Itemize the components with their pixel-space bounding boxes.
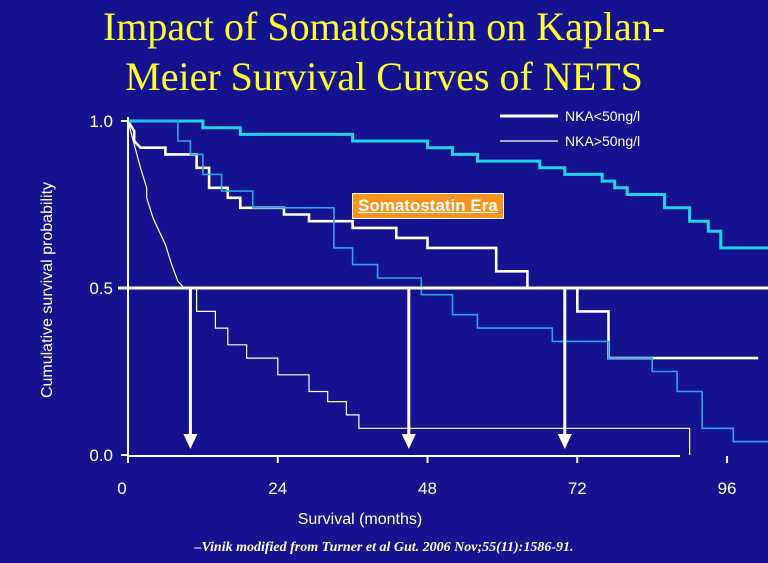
x-tick-label: 24	[268, 479, 287, 498]
title-line-1: Impact of Somatostatin on Kaplan-	[102, 4, 666, 49]
somatostatin-era-label: Somatostatin Era	[352, 193, 504, 219]
median-drop-arrowhead	[401, 434, 416, 449]
y-tick-label: 0.0	[89, 446, 113, 465]
median-drop-arrowhead	[183, 434, 198, 449]
x-tick-label: 48	[418, 479, 437, 498]
x-tick-label: 72	[568, 479, 587, 498]
x-tick-label: 96	[718, 479, 737, 498]
x-axis-label: Survival (months)	[298, 511, 422, 528]
citation: –Vinik modified from Turner et al Gut. 2…	[194, 540, 574, 555]
legend-label: NKA>50ng/l	[565, 133, 640, 149]
series-somatostatin-nka-low-line	[128, 119, 768, 250]
title-line-2: Meier Survival Curves of NETS	[125, 54, 643, 99]
y-tick-label: 0.5	[89, 279, 113, 298]
series-pre-nka-low-line	[126, 120, 759, 360]
series-somatostatin-nka-high-line	[128, 120, 768, 443]
slide-title: Impact of Somatostatin on Kaplan- Meier …	[0, 2, 768, 102]
median-drop-arrowhead	[557, 434, 572, 449]
y-axis-label: Cumulative survival probability	[39, 182, 56, 398]
legend-label: NKA<50ng/l	[565, 108, 640, 124]
x-tick-label: 0	[117, 479, 126, 498]
y-tick-label: 1.0	[89, 112, 113, 131]
series-pre-nka-high-line	[127, 120, 691, 455]
